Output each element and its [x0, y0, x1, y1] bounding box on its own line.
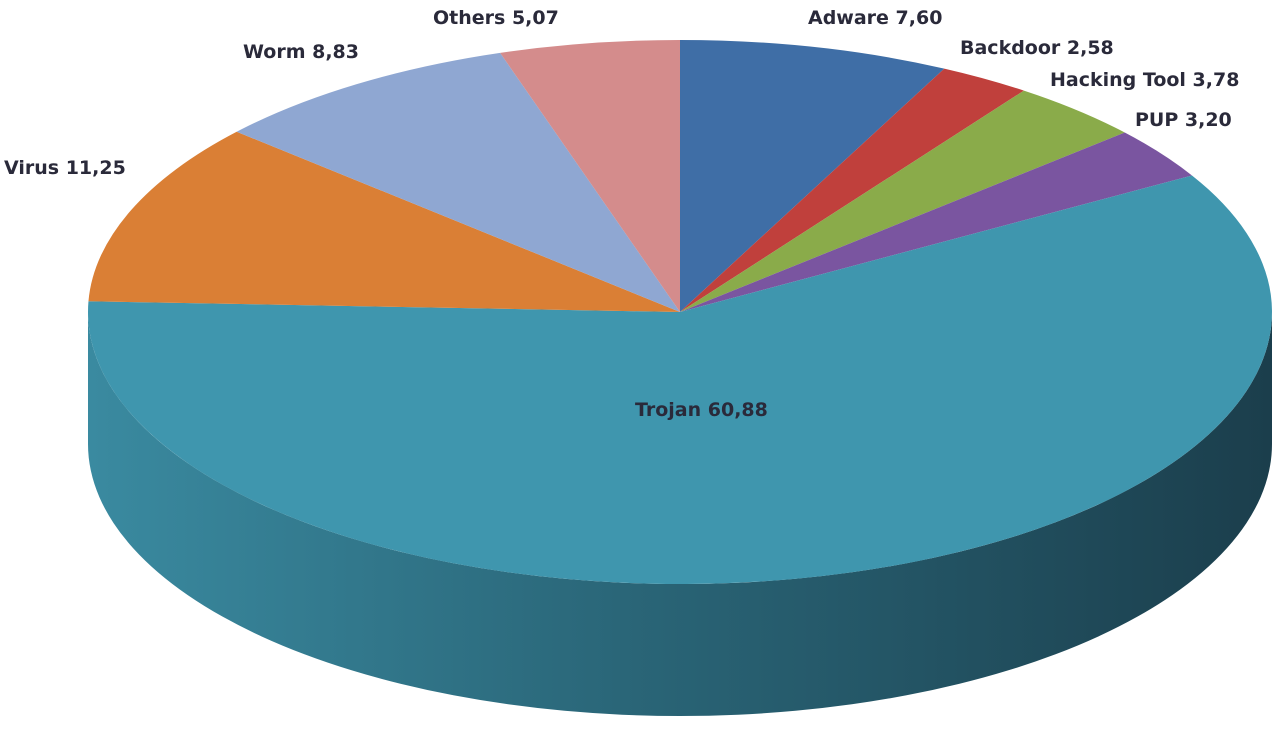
data-label-backdoor: Backdoor 2,58 — [960, 37, 1114, 59]
pie-side — [88, 312, 1272, 716]
slice-adware — [680, 40, 945, 312]
data-label-trojan: Trojan 60,88 — [635, 399, 768, 421]
pie-side-wall — [88, 312, 1272, 716]
data-label-pup: PUP 3,20 — [1135, 109, 1232, 131]
slice-trojan — [87, 175, 1272, 584]
slice-hacking-tool — [680, 90, 1125, 312]
data-label-adware: Adware 7,60 — [808, 7, 942, 29]
slice-backdoor — [680, 68, 1024, 312]
data-label-hacking-tool: Hacking Tool 3,78 — [1050, 69, 1239, 91]
data-label-worm: Worm 8,83 — [243, 41, 359, 63]
pie-labels: Adware 7,60 Backdoor 2,58 Hacking Tool 3,7… — [4, 7, 1239, 421]
slice-worm — [236, 52, 680, 312]
slice-virus — [88, 131, 681, 312]
data-label-virus: Virus 11,25 — [4, 157, 126, 179]
pie-slices — [87, 40, 1272, 584]
slice-pup — [680, 132, 1192, 312]
slice-others — [500, 40, 680, 312]
data-label-others: Others 5,07 — [433, 7, 559, 29]
